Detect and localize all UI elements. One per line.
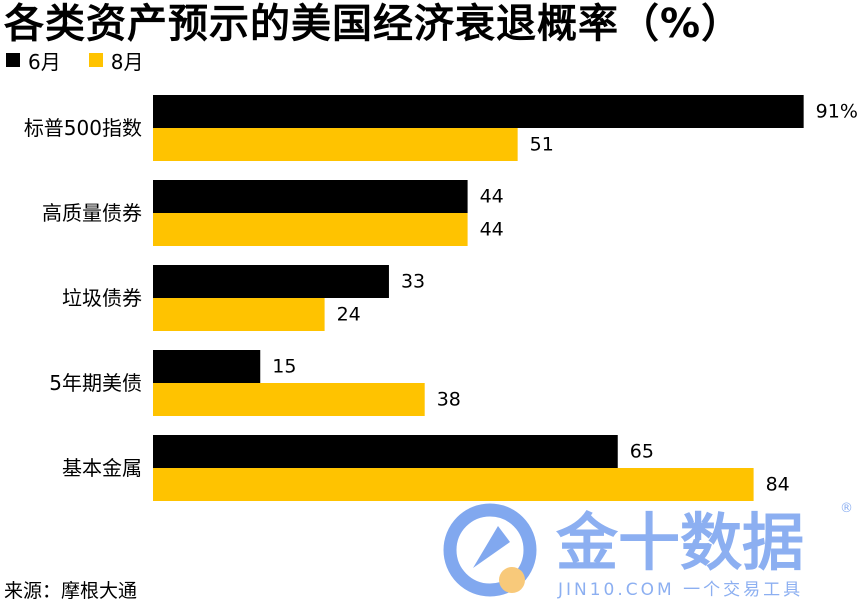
data-label: 33 bbox=[401, 271, 425, 293]
data-label: 24 bbox=[337, 304, 361, 326]
data-label: 84 bbox=[766, 474, 790, 496]
data-label: 65 bbox=[630, 441, 654, 463]
data-label: 51 bbox=[530, 134, 554, 156]
source-note: 来源：摩根大通 bbox=[4, 580, 138, 602]
category-label: 5年期美债 bbox=[49, 371, 142, 395]
legend-entry-august: 8月 bbox=[88, 46, 144, 75]
bar-august bbox=[153, 213, 468, 246]
category-label: 垃圾债券 bbox=[62, 286, 142, 310]
watermark-registered: ® bbox=[840, 501, 853, 516]
bar-august bbox=[153, 383, 425, 416]
legend-swatch-june bbox=[6, 53, 20, 67]
data-label: 91% bbox=[816, 101, 858, 123]
category-label: 高质量债券 bbox=[42, 201, 142, 225]
data-label: 15 bbox=[272, 356, 296, 378]
category-label: 标普500指数 bbox=[24, 116, 142, 140]
data-label: 38 bbox=[437, 389, 461, 411]
watermark-tagline: JIN10.COM 一个交易工具 bbox=[557, 580, 803, 600]
legend-label-june: 6月 bbox=[28, 49, 61, 74]
data-label: 44 bbox=[480, 186, 504, 208]
bar-chart: 标普500指数 91% 51 高质量债券 44 44 垃圾债券 33 24 5年期美债 15 38 基本… bbox=[24, 95, 858, 501]
legend-entry-june: 6月 bbox=[6, 46, 61, 75]
bar-june bbox=[153, 180, 468, 213]
category-label: 基本金属 bbox=[62, 456, 142, 480]
data-label: 44 bbox=[480, 219, 504, 241]
bar-june bbox=[153, 350, 261, 383]
watermark: 金十数据 ® JIN10.COM 一个交易工具 bbox=[443, 501, 853, 600]
legend-label-august: 8月 bbox=[110, 49, 144, 74]
bar-august bbox=[153, 128, 518, 161]
chart-title: 各类资产预示的美国经济衰退概率（%） bbox=[4, 1, 743, 47]
bar-june bbox=[153, 435, 618, 468]
bar-august bbox=[153, 468, 754, 501]
watermark-brand: 金十数据 bbox=[555, 506, 804, 579]
bar-june bbox=[153, 265, 389, 298]
legend-swatch-august bbox=[88, 53, 103, 67]
watermark-logo-icon bbox=[443, 503, 537, 597]
bar-august bbox=[153, 298, 325, 331]
bar-june bbox=[153, 95, 804, 128]
legend: 6月 8月 bbox=[6, 46, 171, 75]
